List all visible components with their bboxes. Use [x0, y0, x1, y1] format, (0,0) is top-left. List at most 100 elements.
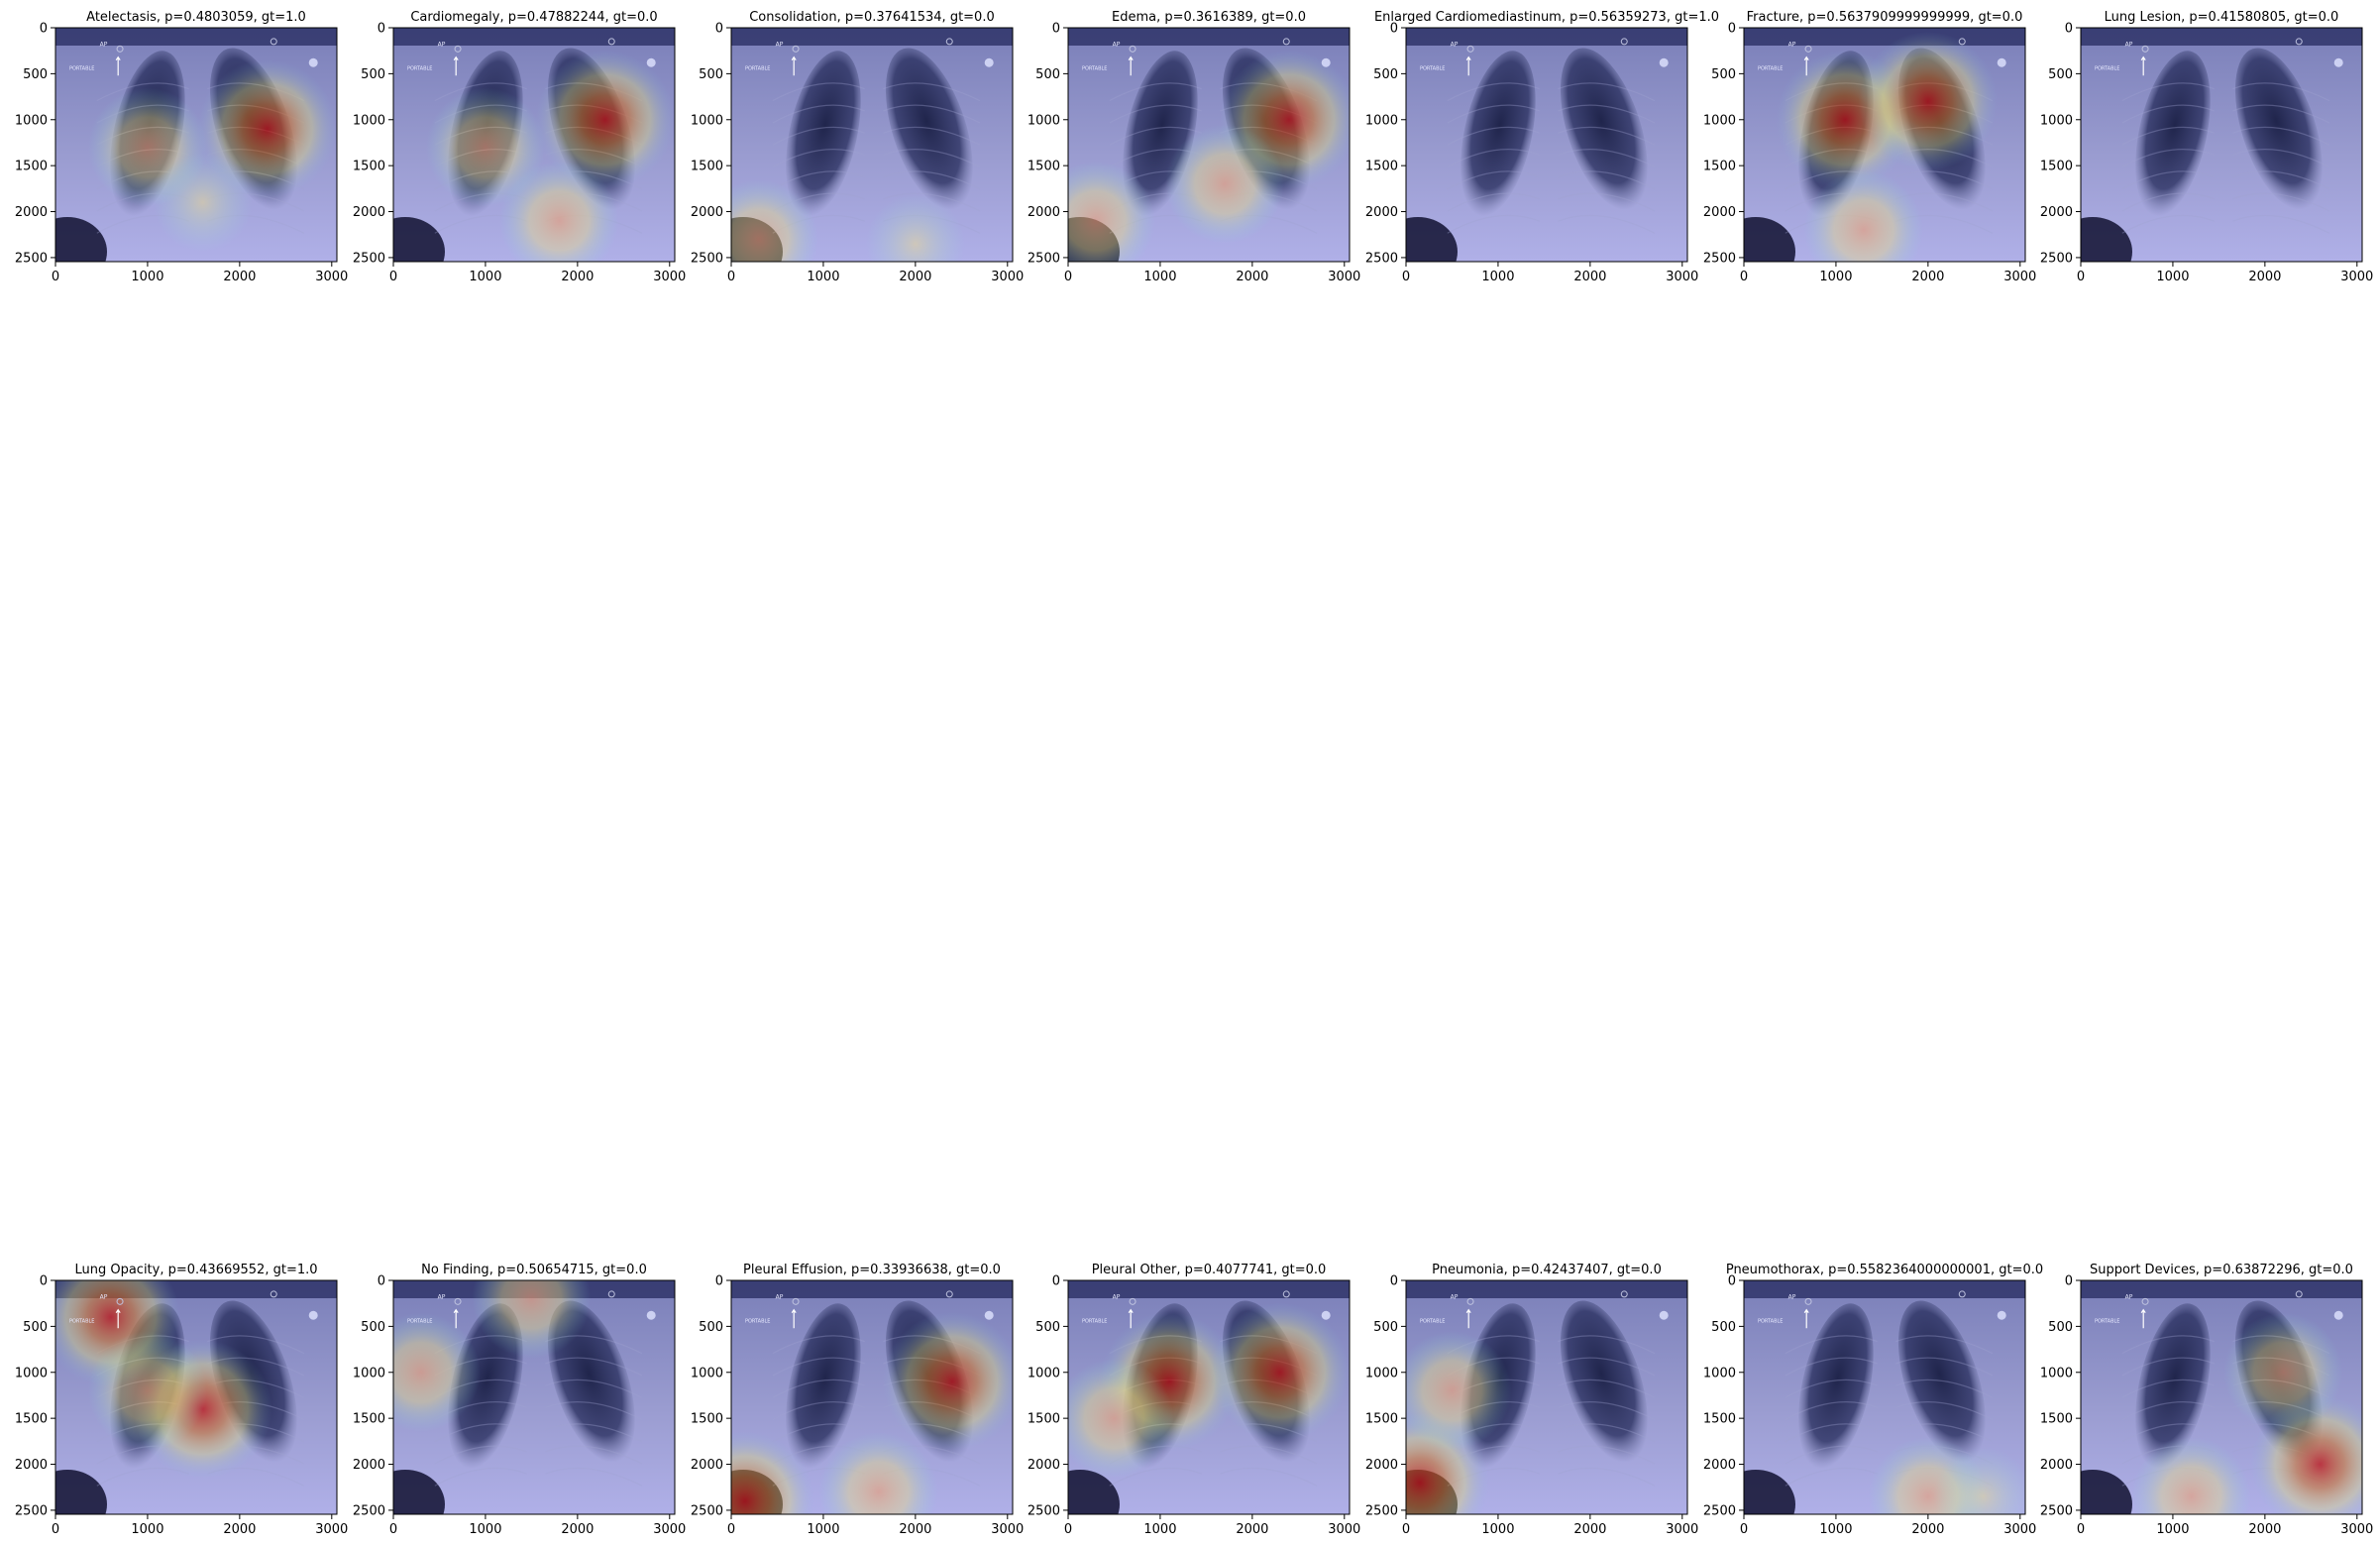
heat-spot-medium — [1068, 161, 1155, 262]
panel-title: Fracture, p=0.5637909999999999, gt=0.0 — [1747, 10, 2023, 25]
x-tick-label: 2000 — [223, 270, 256, 284]
arrow-icon — [1803, 55, 1809, 76]
overlay-label: AP — [100, 42, 108, 49]
y-tick-label: 1000 — [353, 113, 385, 128]
rib-line — [1109, 1467, 1202, 1487]
y-tick-label: 500 — [23, 67, 48, 82]
panel-title: Cardiomegaly, p=0.47882244, gt=0.0 — [410, 10, 657, 25]
x-tick-label: 3000 — [1328, 270, 1360, 284]
heat-spot-medium — [425, 87, 545, 207]
x-tick-label: 0 — [52, 270, 59, 284]
xray-image: AP PORTABLE — [731, 28, 1013, 262]
x-tick-label: 2000 — [2248, 1522, 2281, 1537]
xray-image: AP PORTABLE — [1068, 28, 1350, 262]
overlay-label: AP — [2125, 1294, 2133, 1301]
y-tick-label: 1500 — [15, 160, 48, 174]
marker-circle — [1804, 45, 1812, 53]
marker-circle — [454, 1297, 462, 1305]
heatmap-panel: AP PORTABLE Lung Lesion, p=0.41580805, gt=… — [2040, 10, 2373, 284]
xray-image: AP PORTABLE — [1744, 28, 2025, 262]
marker-circle — [1466, 45, 1474, 53]
y-tick-label: 2500 — [2040, 1503, 2073, 1518]
rib-line — [1785, 1379, 1878, 1398]
corner-shadow — [1068, 1470, 1120, 1514]
rib-line — [772, 1335, 865, 1355]
marker-circle — [607, 1290, 615, 1298]
rib-line — [883, 192, 981, 212]
y-tick-label: 1500 — [691, 1412, 723, 1427]
rib-line — [2121, 82, 2215, 102]
x-tick-label: 2000 — [223, 1522, 256, 1537]
y-tick-label: 1500 — [2040, 160, 2073, 174]
x-tick-label: 2000 — [2248, 270, 2281, 284]
xray-image: AP PORTABLE — [393, 1280, 675, 1514]
overlay-label: AP — [776, 42, 784, 49]
rib-line — [1558, 1357, 1656, 1377]
x-tick-label: 3000 — [991, 270, 1024, 284]
arrow-icon — [115, 1308, 121, 1329]
rib-line — [1447, 149, 1540, 167]
heatmap-panel: AP PORTABLE Fracture, p=0.5637909999999999… — [1703, 10, 2036, 284]
marker-circle — [1282, 38, 1290, 46]
axes-frame — [1067, 27, 1351, 263]
x-tick-label: 0 — [1740, 270, 1748, 284]
y-tick-label: 500 — [699, 1320, 723, 1335]
y-tick-label: 2000 — [1703, 1458, 1736, 1473]
right-lung — [786, 51, 861, 217]
rib-line — [2121, 1335, 2215, 1355]
x-tick-label: 0 — [52, 1522, 59, 1537]
overlay-label: PORTABLE — [407, 1319, 433, 1325]
rib-line — [1785, 1423, 1878, 1443]
y-tick-label: 500 — [2048, 67, 2073, 82]
rib-line — [883, 126, 981, 146]
y-tick-label: 0 — [2065, 1274, 2073, 1289]
x-tick-label: 3000 — [2003, 270, 2036, 284]
y-tick-label: 2500 — [15, 251, 48, 266]
y-tick-label: 500 — [2048, 1320, 2073, 1335]
rib-line — [2121, 192, 2215, 212]
heat-spot-medium — [1803, 170, 1923, 262]
y-tick-label: 2000 — [2040, 205, 2073, 220]
x-tick-label: 2000 — [561, 270, 594, 284]
rib-line — [2121, 170, 2215, 190]
corner-shadow — [1406, 217, 1458, 262]
rib-line — [207, 1335, 305, 1355]
panel-title: Pneumothorax, p=0.5582364000000001, gt=0… — [1726, 1263, 2043, 1277]
y-tick-label: 2500 — [1703, 1503, 1736, 1518]
x-tick-label: 0 — [727, 270, 735, 284]
heat-spot-high — [1210, 1302, 1350, 1442]
y-tick-label: 1500 — [691, 160, 723, 174]
xray-image: AP PORTABLE — [393, 28, 675, 262]
axes-frame — [54, 1279, 338, 1515]
y-tick-label: 2000 — [1028, 1458, 1060, 1473]
heat-spot-high — [535, 50, 675, 189]
rib-line — [1785, 1445, 1878, 1465]
x-tick-label: 0 — [727, 1522, 735, 1537]
x-tick-label: 2000 — [1236, 1522, 1268, 1537]
x-tick-label: 3000 — [991, 1522, 1024, 1537]
x-tick-label: 3000 — [2340, 270, 2373, 284]
xray-image: AP PORTABLE — [731, 1280, 1013, 1514]
y-tick-label: 500 — [1373, 1320, 1398, 1335]
rib-line — [2232, 82, 2330, 102]
panel-title: Enlarged Cardiomediastinum, p=0.56359273… — [1374, 10, 1719, 25]
x-tick-label: 0 — [1064, 270, 1072, 284]
marker-circle — [607, 38, 615, 46]
y-tick-label: 0 — [1390, 22, 1398, 37]
axes-frame — [730, 27, 1014, 263]
rib-line — [1558, 1379, 1656, 1398]
y-tick-label: 1500 — [2040, 1412, 2073, 1427]
rib-line — [1558, 192, 1656, 212]
arrow-icon — [115, 55, 121, 76]
marker-circle — [2141, 45, 2149, 53]
axes-frame — [2080, 27, 2363, 263]
rib-line — [1895, 1335, 1994, 1355]
overlay-label: AP — [1451, 42, 1459, 49]
rib-line — [1558, 104, 1656, 124]
rib-line — [1220, 1445, 1318, 1465]
rib-line — [1558, 1445, 1656, 1465]
x-tick-label: 1000 — [131, 270, 163, 284]
y-tick-label: 500 — [23, 1320, 48, 1335]
x-tick-label: 2000 — [561, 1522, 594, 1537]
